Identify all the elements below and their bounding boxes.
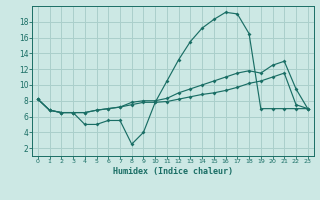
- X-axis label: Humidex (Indice chaleur): Humidex (Indice chaleur): [113, 167, 233, 176]
